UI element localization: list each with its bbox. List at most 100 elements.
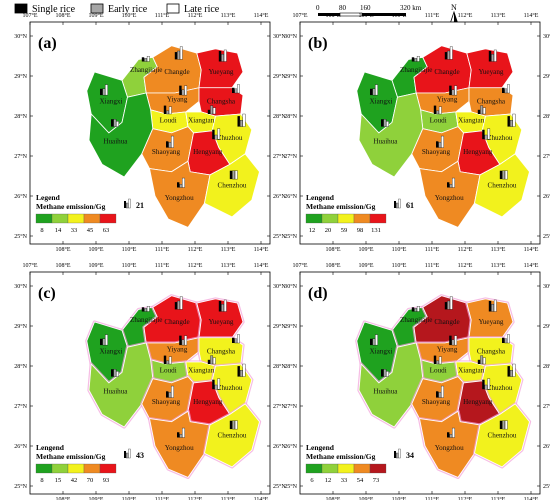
lon-label-top: 112°E bbox=[188, 262, 203, 269]
lon-label-top: 107°E bbox=[292, 262, 307, 269]
rice-bar-glyph bbox=[433, 105, 442, 115]
province-map: Zhangjiajie Changde Yueyang Xiangxi Yiyang Ch… bbox=[355, 294, 532, 479]
lon-label-bottom: 112°E bbox=[188, 246, 203, 253]
lon-label-bottom: 108°E bbox=[55, 496, 70, 500]
legend-break-label: 20 bbox=[325, 227, 332, 234]
lon-label-top: 108°E bbox=[55, 262, 70, 269]
lat-label-right: 26°N bbox=[543, 193, 550, 200]
lon-label-bottom: 114°E bbox=[524, 496, 539, 500]
legend-subtitle: Methane emission/Gg bbox=[306, 452, 376, 461]
rice-bar-glyph bbox=[436, 135, 444, 148]
lon-label-top: 114°E bbox=[524, 262, 539, 269]
lon-label-top: 110°E bbox=[392, 262, 407, 269]
legend-label-single-rice: Single rice bbox=[32, 4, 76, 15]
lon-label-top: 113°E bbox=[491, 12, 506, 19]
province-map: Zhangjiajie Changde Yueyang Xiangxi Yiyang Ch… bbox=[85, 294, 262, 479]
legend-subtitle: Methane emission/Gg bbox=[36, 452, 106, 461]
rice-bar-glyph bbox=[433, 355, 442, 365]
lon-label-top: 114°E bbox=[254, 12, 269, 19]
city-label: Zhangjiajie bbox=[400, 316, 432, 324]
legend-color-swatch bbox=[51, 213, 69, 224]
region-chenzhou bbox=[204, 153, 260, 218]
lon-label-top: 109°E bbox=[88, 12, 103, 19]
city-label: Shaoyang bbox=[422, 398, 451, 406]
panel-label: (d) bbox=[308, 285, 328, 302]
rice-bar-glyph bbox=[447, 177, 455, 188]
rice-bar-glyph bbox=[207, 355, 216, 365]
region-yueyang bbox=[466, 298, 514, 339]
legend-title: Lengend bbox=[36, 443, 65, 452]
lat-label-left: 25°N bbox=[284, 233, 297, 240]
lat-label-right: 29°N bbox=[543, 73, 550, 80]
city-label: Loudi bbox=[430, 117, 447, 125]
scale-tick-320: 320 km bbox=[400, 4, 422, 12]
lat-label-left: 30°N bbox=[284, 283, 297, 290]
lat-label-left: 29°N bbox=[14, 323, 27, 330]
lon-label-top: 107°E bbox=[292, 12, 307, 19]
legend-break-label: 12 bbox=[325, 477, 332, 484]
rice-bar-glyph bbox=[174, 46, 183, 60]
rice-bar-glyph bbox=[166, 135, 174, 148]
city-label: Shaoyang bbox=[422, 148, 451, 156]
lon-label-top: 111°E bbox=[155, 262, 170, 269]
rice-bar-glyph bbox=[177, 177, 185, 188]
lat-label-left: 25°N bbox=[284, 483, 297, 490]
city-label: Changsha bbox=[477, 98, 505, 106]
legend-break-label: 6 bbox=[310, 477, 314, 484]
province-map: Zhangjiajie Changde Yueyang Xiangxi Yiyang Ch… bbox=[356, 45, 530, 228]
legend-color-swatch bbox=[83, 463, 101, 474]
rice-bar-glyph bbox=[141, 306, 150, 312]
rice-bar-glyph bbox=[179, 85, 188, 96]
rice-bar-glyph bbox=[232, 84, 240, 94]
legend-bar-scale bbox=[124, 198, 131, 209]
lat-label-left: 26°N bbox=[14, 443, 27, 450]
legend-break-label: 63 bbox=[103, 227, 110, 234]
rice-bar-glyph bbox=[207, 105, 216, 115]
lon-label-bottom: 108°E bbox=[325, 246, 340, 253]
legend-color-swatch bbox=[305, 463, 323, 474]
rice-bar-glyph bbox=[499, 170, 508, 180]
city-label: Xiangxi bbox=[100, 348, 123, 356]
city-label: Chenzhou bbox=[488, 432, 517, 440]
lat-label-right: 30°N bbox=[543, 33, 550, 40]
city-label: Zhuzhou bbox=[217, 134, 243, 142]
legend-break-label: 14 bbox=[55, 227, 62, 234]
city-label: Huaihua bbox=[373, 138, 397, 146]
panel-label: (a) bbox=[38, 35, 57, 52]
city-label: Changde bbox=[164, 68, 189, 76]
lon-label-bottom: 109°E bbox=[88, 496, 103, 500]
city-label: Chenzhou bbox=[488, 182, 517, 190]
legend-break-label: 45 bbox=[87, 227, 94, 234]
city-label: Chenzhou bbox=[218, 182, 247, 190]
north-label: N bbox=[451, 3, 457, 12]
region-chenzhou bbox=[474, 403, 530, 468]
rice-bar-glyph bbox=[499, 420, 508, 430]
city-label: Yueyang bbox=[209, 68, 234, 76]
city-label: Zhuzhou bbox=[487, 134, 513, 142]
city-label: Xiangtan bbox=[458, 117, 485, 125]
legend-color-swatch bbox=[337, 213, 355, 224]
lat-label-left: 26°N bbox=[14, 193, 27, 200]
city-label: Loudi bbox=[430, 367, 447, 375]
lon-label-bottom: 108°E bbox=[325, 496, 340, 500]
legend-color-swatch bbox=[99, 463, 117, 474]
city-label: Yiyang bbox=[167, 346, 188, 354]
scale-tick-0: 0 bbox=[316, 4, 320, 12]
lat-label-left: 26°N bbox=[284, 443, 297, 450]
region-yueyang bbox=[466, 48, 514, 89]
lon-label-bottom: 109°E bbox=[358, 246, 373, 253]
lon-label-bottom: 111°E bbox=[155, 246, 170, 253]
legend-bar-scale bbox=[394, 448, 401, 459]
legend-break-label: 54 bbox=[357, 477, 364, 484]
legend-color-swatch bbox=[305, 213, 323, 224]
lat-label-right: 29°N bbox=[273, 323, 286, 330]
rice-bar-glyph bbox=[166, 385, 174, 398]
lon-label-bottom: 109°E bbox=[88, 246, 103, 253]
rice-bar-glyph bbox=[237, 113, 246, 127]
rice-bar-glyph bbox=[477, 355, 486, 365]
legend-color-swatch bbox=[369, 463, 387, 474]
lat-label-right: 28°N bbox=[273, 363, 286, 370]
lon-label-bottom: 112°E bbox=[458, 496, 473, 500]
lon-label-top: 107°E bbox=[22, 12, 37, 19]
